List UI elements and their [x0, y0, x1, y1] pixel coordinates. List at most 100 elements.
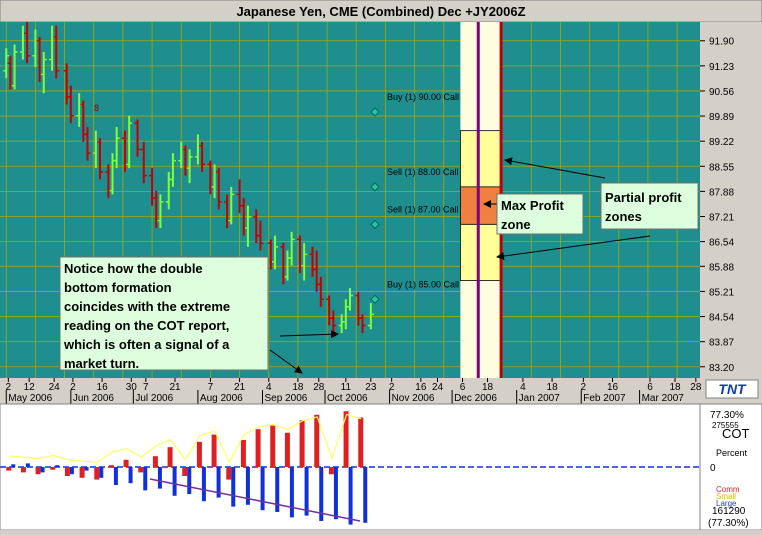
price-tick-label: 84.54 [709, 313, 734, 324]
cot-comm-bar [240, 440, 246, 467]
time-axis: 2 12 24 2 16 30 7 21 7 21 4 18 28 11 23 2 16 24 6 18 4 18 2 16 6… [6, 378, 702, 404]
price-axis: 91.90 91.23 90.56 89.89 89.22 88.55 87.88 87.21… [700, 37, 734, 374]
cot-large-bar [289, 467, 294, 518]
cot-sub-label: Percent [716, 448, 748, 458]
cot-large-bar [69, 467, 74, 475]
cot-large-bar [40, 467, 45, 473]
cot-comm-bar [182, 467, 188, 476]
arrow-to-lower-partial [496, 235, 651, 261]
cot-large-bar [275, 467, 280, 512]
time-day-label: 6 [460, 382, 466, 393]
time-day-label: 28 [313, 382, 325, 393]
cot-large-bar [172, 467, 177, 496]
price-tick-label: 90.56 [709, 87, 734, 98]
time-month-label: Jun 2006 [73, 393, 115, 404]
time-day-label: 16 [607, 382, 619, 393]
option-marker [370, 107, 380, 117]
cot-comm-bar [343, 411, 349, 467]
cot-label: COT [722, 426, 750, 441]
time-day-label: 18 [482, 382, 494, 393]
note-line-6: market turn. [64, 356, 139, 371]
price-tick-label: 87.88 [709, 187, 734, 198]
time-month-label: Jan 2007 [519, 393, 561, 404]
cot-top-value2: 275555 [712, 421, 739, 430]
cot-comm-bar [314, 414, 320, 467]
note-line-1: Notice how the double [64, 261, 203, 276]
partial-profit-line-2: zones [605, 209, 642, 224]
max-profit-line-2: zone [501, 217, 531, 232]
price-tick-label: 83.20 [709, 363, 734, 374]
time-day-label: 2 [70, 382, 76, 393]
time-month-label: Mar 2007 [642, 393, 685, 404]
cot-comm-bar [270, 425, 276, 467]
cot-large-bar [348, 467, 353, 525]
cot-large-bar [319, 467, 324, 521]
cot-comm-bar [94, 467, 100, 480]
chart-title: Japanese Yen, CME (Combined) Dec +JY2006… [236, 4, 525, 19]
max-profit-box: Max Profit zone [496, 193, 584, 235]
cot-large-bar [113, 467, 118, 485]
note-line-3: coincides with the extreme [64, 299, 230, 314]
price-axis-panel [700, 22, 762, 378]
time-day-label: 6 [647, 382, 653, 393]
price-tick-label: 91.90 [709, 37, 734, 48]
cot-large-bar [304, 467, 309, 516]
cot-comm-bar [299, 420, 305, 467]
time-day-label: 2 [6, 382, 12, 393]
cot-histogram [0, 411, 700, 525]
time-day-label: 18 [292, 382, 304, 393]
cot-comm-bar [35, 467, 41, 475]
time-day-label: 7 [143, 382, 149, 393]
cot-large-bar [11, 464, 16, 467]
cot-comm-bar [64, 467, 70, 476]
max-profit-line-1: Max Profit [501, 198, 565, 213]
partial-profit-zone [460, 223, 503, 281]
time-day-label: 12 [24, 382, 36, 393]
option-label: Sell (1) 87.00 Call [387, 204, 459, 214]
bar-marker: 8 [94, 103, 99, 113]
price-bars [3, 22, 374, 334]
time-day-label: 21 [169, 382, 181, 393]
time-day-label: 18 [547, 382, 559, 393]
cot-comm-bar [226, 467, 232, 480]
time-day-label: 4 [266, 382, 272, 393]
arrow-to-cot [269, 349, 303, 374]
cot-large-bar [157, 467, 162, 489]
cot-large-bar [187, 467, 192, 494]
cot-comm-bar [196, 441, 202, 467]
cot-comm-bar [255, 429, 261, 467]
time-month-label: Oct 2006 [327, 393, 368, 404]
time-month-label: Sep 2006 [265, 393, 308, 404]
cot-large-bar [25, 463, 30, 467]
profit-zones [460, 22, 503, 378]
time-day-label: 21 [234, 382, 246, 393]
cot-large-bar [333, 467, 338, 520]
time-day-label: 28 [690, 382, 702, 393]
option-label: Sell (1) 88.00 Call [387, 167, 459, 177]
time-day-label: 18 [669, 382, 681, 393]
partial-profit-box: Partial profit zones [600, 182, 699, 230]
price-tick-label: 86.54 [709, 238, 734, 249]
cot-comm-bar [108, 465, 114, 467]
annotation-arrows [269, 157, 651, 374]
time-month-label: May 2006 [8, 393, 52, 404]
cot-comm-bar [6, 467, 12, 471]
option-label: Buy (1) 90.00 Call [387, 92, 459, 102]
cot-large-bar [245, 467, 250, 505]
time-day-label: 16 [97, 382, 109, 393]
time-month-label: Dec 2006 [454, 393, 497, 404]
note-box: Notice how the double bottom formation c… [59, 256, 269, 371]
cot-large-bar [55, 465, 60, 467]
cot-large-bar [84, 467, 89, 471]
cot-top-value: 77.30% [710, 410, 744, 421]
partial-profit-zone [460, 130, 503, 188]
cot-bottom-value: 161290 [712, 506, 746, 517]
option-marker [370, 294, 380, 305]
price-tick-label: 87.21 [709, 212, 734, 223]
cot-large-bar [128, 467, 133, 484]
cot-large-bar [260, 467, 265, 511]
tnt-logo-text: TNT [718, 381, 747, 397]
max-profit-zone [460, 186, 503, 225]
note-line-4: reading on the COT report, [64, 318, 229, 333]
time-axis-panel [0, 378, 762, 404]
